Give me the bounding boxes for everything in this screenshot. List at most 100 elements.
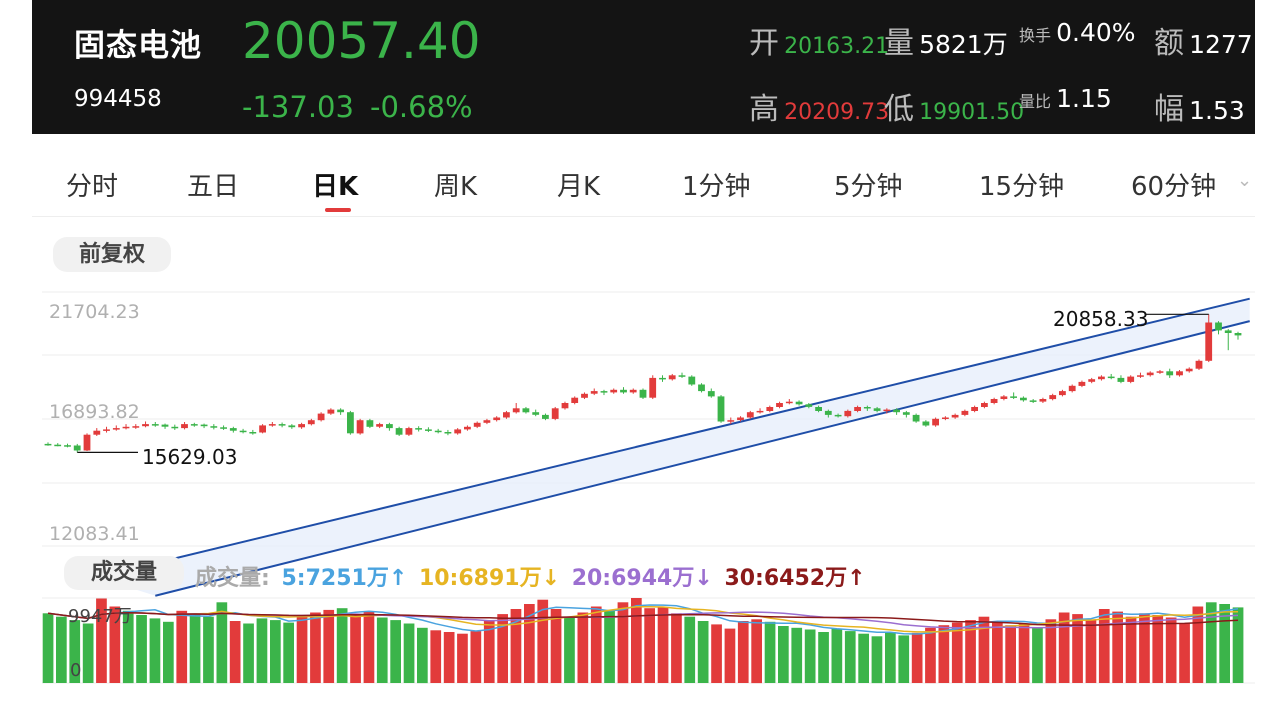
- volume-bar: [671, 613, 682, 683]
- candle: [415, 426, 422, 432]
- current-price: 20057.40: [242, 12, 481, 70]
- tab-60-minute[interactable]: 60分钟: [1131, 172, 1217, 202]
- candle: [1010, 392, 1017, 400]
- candle-body: [863, 407, 871, 409]
- volume-bar: [684, 616, 696, 683]
- candle: [1127, 375, 1135, 384]
- candle: [1059, 389, 1066, 397]
- tab-1-minute[interactable]: 1分钟: [682, 172, 751, 202]
- volume-bar: [951, 622, 963, 683]
- chevron-down-icon[interactable]: ⌄: [1237, 170, 1253, 191]
- price-change-percent: -0.68%: [370, 90, 473, 124]
- candle-body: [776, 403, 783, 407]
- volume-bar: [296, 616, 308, 683]
- volume-max-label: 9947万: [68, 606, 132, 627]
- candle-body: [1098, 376, 1105, 380]
- volume-bar: [564, 616, 575, 683]
- candle-body: [1020, 397, 1027, 401]
- adjust-button[interactable]: 前复权: [53, 237, 171, 272]
- candle: [756, 408, 764, 414]
- tab-5-minute[interactable]: 5分钟: [834, 172, 903, 202]
- tab-monthly-k[interactable]: 月K: [557, 172, 601, 202]
- volume-stat: 量 5821万: [884, 18, 1008, 62]
- candle-body: [981, 403, 988, 407]
- candle-body: [307, 420, 315, 425]
- volume-bar: [122, 610, 134, 684]
- candle: [932, 417, 939, 427]
- candle-body: [317, 413, 325, 421]
- candle-body: [795, 401, 803, 405]
- candle-body: [395, 428, 403, 435]
- candle: [678, 372, 686, 378]
- candle: [395, 426, 403, 436]
- candle-body: [454, 429, 462, 434]
- trend-channel: [96, 297, 1250, 597]
- candle-body: [425, 429, 432, 431]
- volume-bar: [189, 613, 201, 683]
- candle: [1068, 384, 1076, 393]
- volume-value: 5821万: [919, 30, 1008, 59]
- candle-body: [249, 432, 257, 434]
- volume-bar: [443, 632, 455, 683]
- tab-daily-k[interactable]: 日K: [312, 172, 359, 202]
- candle: [347, 410, 354, 435]
- candle-body: [464, 426, 471, 430]
- candle-body: [561, 403, 569, 409]
- volume-bar: [363, 611, 375, 683]
- volume-bar: [778, 626, 789, 683]
- high-value: 20209.73: [784, 100, 890, 125]
- candle-body: [122, 426, 130, 429]
- volume-indicator-button[interactable]: 成交量: [64, 556, 184, 590]
- candle: [863, 405, 871, 411]
- candle: [1215, 321, 1222, 335]
- candle: [561, 401, 569, 410]
- period-tabs: 分时 五日 日K 周K 月K 1分钟 5分钟 15分钟 60分钟 ⌄: [32, 150, 1255, 217]
- volume-bar: [96, 598, 107, 683]
- candle-body: [1205, 322, 1213, 361]
- y-tick-label: 21704.23: [49, 301, 140, 323]
- candle: [727, 417, 735, 425]
- candle-body: [1117, 377, 1125, 382]
- volume-bar: [390, 620, 401, 683]
- volume-bar: [764, 621, 776, 683]
- candle: [717, 395, 725, 423]
- candle-body: [659, 377, 666, 380]
- tab-five-day[interactable]: 五日: [187, 172, 240, 202]
- candle: [464, 425, 471, 431]
- tab-intraday[interactable]: 分时: [66, 172, 119, 202]
- candle-body: [912, 414, 920, 422]
- volume-bar: [885, 632, 896, 683]
- volume-bar: [229, 621, 241, 683]
- candle: [805, 402, 813, 409]
- volume-bars: [42, 598, 1244, 684]
- candle: [425, 427, 432, 433]
- volume-bar: [1045, 619, 1057, 684]
- candle: [698, 383, 705, 393]
- candle: [951, 413, 959, 419]
- candle-body: [54, 444, 62, 447]
- stock-code: 994458: [74, 86, 162, 112]
- trend-channel-fill: [96, 298, 1250, 596]
- volume-bar: [1112, 611, 1123, 683]
- candle: [278, 422, 286, 428]
- candle-body: [1176, 371, 1183, 376]
- candle-body: [493, 417, 501, 421]
- candle: [688, 375, 696, 386]
- candle-body: [181, 424, 188, 429]
- volume-bar: [69, 620, 81, 683]
- volume-bar: [82, 623, 94, 683]
- candle: [990, 397, 998, 405]
- candle-body: [259, 425, 266, 433]
- tab-weekly-k[interactable]: 周K: [434, 172, 478, 202]
- volume-bar: [537, 599, 549, 683]
- volume-bar: [470, 631, 482, 683]
- volume-bar: [270, 620, 281, 683]
- candle: [629, 388, 637, 394]
- volume-bar: [1152, 615, 1164, 683]
- candle-body: [278, 424, 286, 426]
- price-change: -137.03: [242, 90, 354, 124]
- tab-15-minute[interactable]: 15分钟: [979, 172, 1065, 202]
- candle: [795, 400, 803, 406]
- candle-body: [337, 409, 344, 413]
